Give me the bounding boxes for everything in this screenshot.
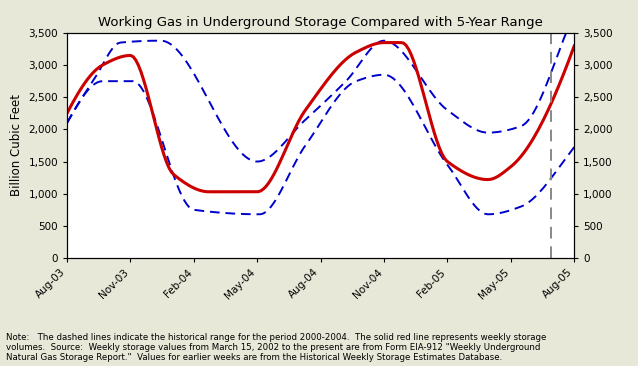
Title: Working Gas in Underground Storage Compared with 5-Year Range: Working Gas in Underground Storage Compa… [98,16,543,29]
Y-axis label: Billion Cubic Feet: Billion Cubic Feet [10,94,23,197]
Text: Note:   The dashed lines indicate the historical range for the period 2000-2004.: Note: The dashed lines indicate the hist… [6,333,547,362]
